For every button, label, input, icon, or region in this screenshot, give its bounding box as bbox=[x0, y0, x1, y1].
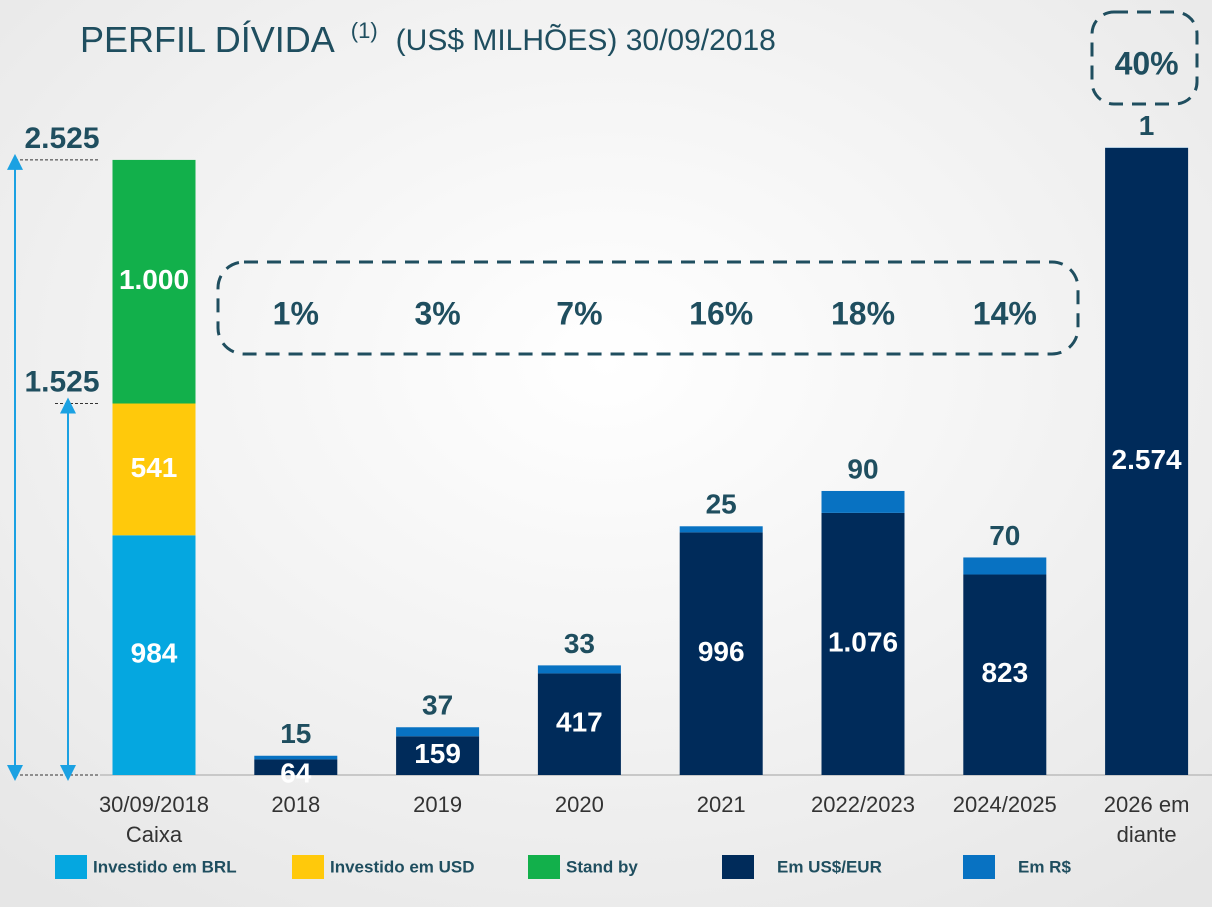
share-box bbox=[216, 260, 1080, 356]
bar-segment bbox=[254, 755, 338, 760]
bracket-label: 2.525 bbox=[24, 122, 99, 155]
bar-segment bbox=[112, 403, 196, 536]
legend-swatch bbox=[963, 855, 995, 879]
bar-segment bbox=[963, 574, 1047, 775]
title-note: (1) bbox=[351, 18, 378, 43]
bar-segment bbox=[679, 526, 763, 533]
bracket-label: 1.525 bbox=[24, 365, 99, 398]
data-label: 70 bbox=[989, 520, 1020, 551]
share-label: 16% bbox=[689, 295, 753, 331]
x-tick-label: 30/09/2018 bbox=[99, 792, 209, 817]
bar-segment bbox=[537, 673, 621, 775]
x-tick-label: 2022/2023 bbox=[811, 792, 915, 817]
subtitle: (US$ MILHÕES) 30/09/2018 bbox=[396, 23, 776, 57]
data-label: 1 bbox=[1139, 110, 1155, 141]
x-tick-label: 2026 em bbox=[1104, 792, 1190, 817]
share-label: 7% bbox=[556, 295, 602, 331]
data-label: 1.076 bbox=[828, 626, 898, 657]
data-label: 15 bbox=[280, 718, 311, 749]
data-label: 996 bbox=[698, 636, 745, 667]
x-tick-label: 2019 bbox=[413, 792, 462, 817]
title: PERFIL DÍVIDA bbox=[80, 19, 335, 60]
bar-segment bbox=[396, 736, 480, 775]
share-label: 1% bbox=[273, 295, 319, 331]
bar-segment bbox=[679, 532, 763, 775]
data-label: 2.574 bbox=[1112, 444, 1182, 475]
share-label: 40% bbox=[1115, 45, 1179, 81]
data-label: 541 bbox=[131, 452, 178, 483]
bar-segment bbox=[396, 727, 480, 737]
bar-segment bbox=[963, 557, 1047, 575]
legend-swatch bbox=[292, 855, 324, 879]
bar-segment bbox=[821, 512, 905, 775]
legend-swatch bbox=[528, 855, 560, 879]
data-label: 417 bbox=[556, 707, 603, 738]
bar-segment bbox=[821, 490, 905, 513]
bar-segment bbox=[112, 159, 196, 404]
x-tick-label: 2018 bbox=[271, 792, 320, 817]
bar-segment bbox=[1105, 147, 1189, 775]
bar-segment bbox=[537, 665, 621, 674]
bar-segment bbox=[254, 759, 338, 775]
legend-swatch bbox=[722, 855, 754, 879]
share-box bbox=[1090, 10, 1199, 106]
data-label: 1.000 bbox=[119, 264, 189, 295]
data-label: 64 bbox=[280, 758, 312, 789]
data-label: 823 bbox=[981, 657, 1028, 688]
x-tick-label: 2020 bbox=[555, 792, 604, 817]
legend-label: Investido em USD bbox=[330, 857, 475, 876]
legend-label: Investido em BRL bbox=[93, 857, 237, 876]
data-label: 25 bbox=[706, 489, 737, 520]
data-label: 90 bbox=[847, 453, 878, 484]
data-label: 33 bbox=[564, 628, 595, 659]
x-tick-label: 2021 bbox=[697, 792, 746, 817]
x-tick-label: 2024/2025 bbox=[953, 792, 1057, 817]
legend-swatch bbox=[55, 855, 87, 879]
legend-label: Em US$/EUR bbox=[777, 857, 882, 876]
data-label: 984 bbox=[131, 638, 178, 669]
legend-label: Em R$ bbox=[1018, 857, 1071, 876]
data-label: 159 bbox=[414, 738, 461, 769]
x-tick-label: Caixa bbox=[126, 822, 183, 847]
share-label: 3% bbox=[414, 295, 460, 331]
share-label: 18% bbox=[831, 295, 895, 331]
chart-title: PERFIL DÍVIDA (1) (US$ MILHÕES) 30/09/20… bbox=[80, 9, 776, 60]
data-label: 37 bbox=[422, 690, 453, 721]
legend-label: Stand by bbox=[566, 857, 638, 876]
share-label: 14% bbox=[973, 295, 1037, 331]
bar-segment bbox=[112, 535, 196, 775]
x-tick-label: diante bbox=[1117, 822, 1177, 847]
